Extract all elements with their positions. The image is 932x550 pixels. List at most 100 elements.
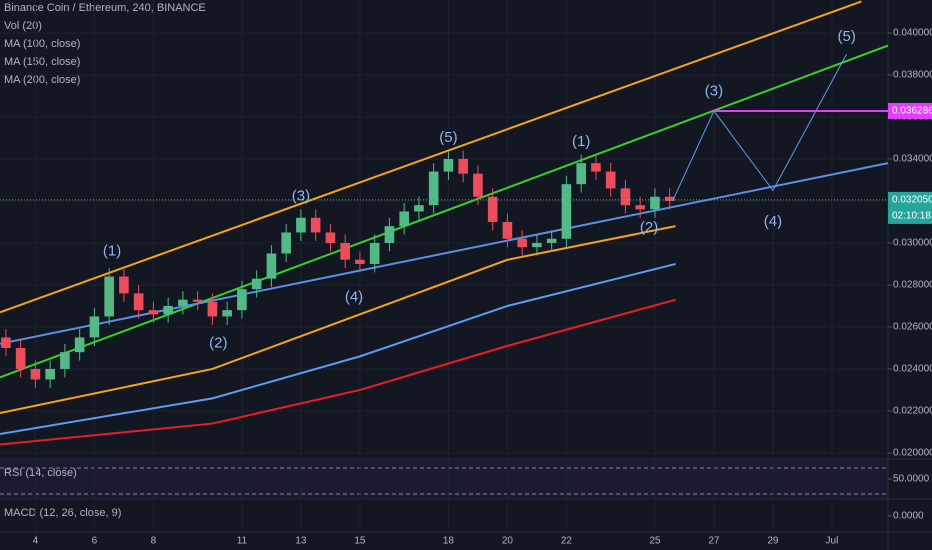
x-tick-label: 20 xyxy=(502,536,514,547)
candle-body xyxy=(650,196,660,210)
candle-body xyxy=(605,171,616,189)
moving-average xyxy=(0,298,676,446)
y-tick-label: 0.038000 xyxy=(893,70,932,81)
wave-label: (1) xyxy=(103,242,121,259)
candle-body xyxy=(89,316,100,338)
price-level-box xyxy=(888,102,932,119)
indicator-label: MA (200, close) xyxy=(4,74,80,86)
wave-projection xyxy=(672,53,848,202)
candle-body xyxy=(340,242,350,260)
candle-body xyxy=(266,253,277,279)
candle-body xyxy=(296,217,306,233)
candle-body xyxy=(369,242,380,264)
candle-body xyxy=(664,196,675,201)
x-tick-label: Jul xyxy=(826,536,839,547)
y-tick-label: 0.040000 xyxy=(893,28,932,39)
candle-body xyxy=(74,337,85,353)
x-tick-label: 6 xyxy=(92,536,98,547)
candle-body xyxy=(15,347,26,369)
moving-average xyxy=(0,225,676,415)
candle-body xyxy=(443,158,454,172)
candle-body xyxy=(222,310,232,317)
candle-body xyxy=(325,232,336,243)
candle-body xyxy=(237,289,247,311)
candle-body xyxy=(45,368,55,380)
rsi-title: RSI (14, close) xyxy=(4,467,77,479)
x-tick-label: 18 xyxy=(443,536,455,547)
rsi-pane xyxy=(0,460,888,498)
indicator-label: MA (150, close) xyxy=(4,56,80,68)
candle-body xyxy=(635,205,645,210)
x-tick-label: 4 xyxy=(33,536,39,547)
y-tick-label: 0.030000 xyxy=(893,238,932,249)
y-tick-label: 0.034000 xyxy=(893,154,932,165)
candle-body xyxy=(133,293,144,311)
y-tick-label: 0.026000 xyxy=(893,322,932,333)
wave-label: (3) xyxy=(705,83,723,100)
candle-body xyxy=(591,163,601,172)
candle-body xyxy=(546,238,557,243)
candle-body xyxy=(207,301,218,317)
candle-body xyxy=(384,226,395,243)
candle-body xyxy=(620,188,631,206)
wave-label: (1) xyxy=(572,133,590,150)
y-tick-label: 0.024000 xyxy=(893,364,932,375)
chart-title: Binance Coin / Ethereum, 240, BINANCE xyxy=(4,2,206,14)
candle-body xyxy=(517,238,527,248)
x-tick-label: 8 xyxy=(151,536,157,547)
y-tick-label: 50.0000 xyxy=(893,474,930,485)
candle-body xyxy=(487,196,498,222)
candle-body xyxy=(251,278,262,290)
candle-body xyxy=(473,173,483,197)
macd-title: MACD (12, 26, close, 9) xyxy=(4,507,121,519)
wave-label: (5) xyxy=(439,129,457,146)
trendline xyxy=(0,44,889,379)
candle-body xyxy=(60,352,70,369)
y-tick-label: 0.022000 xyxy=(893,406,932,417)
x-tick-label: 29 xyxy=(767,536,779,547)
candle-body xyxy=(192,299,203,302)
candle-body xyxy=(576,163,586,185)
x-tick-label: 27 xyxy=(708,536,720,547)
candle-body xyxy=(399,211,409,227)
candle-body xyxy=(561,184,572,239)
wave-label: (4) xyxy=(764,213,782,230)
x-tick-label: 25 xyxy=(649,536,661,547)
candle-body xyxy=(178,299,188,306)
candle-body xyxy=(281,232,291,254)
y-tick-label: 0.0000 xyxy=(893,511,924,522)
wave-label: (5) xyxy=(838,28,856,45)
y-tick-label: 0.020000 xyxy=(893,448,932,459)
candle-body xyxy=(104,276,114,317)
candle-body xyxy=(119,276,129,294)
candle-body xyxy=(163,305,173,315)
x-tick-label: 15 xyxy=(354,536,366,547)
x-tick-label: 13 xyxy=(295,536,307,547)
moving-average xyxy=(0,262,676,436)
x-tick-label: 22 xyxy=(561,536,573,547)
wave-label: (4) xyxy=(345,289,363,306)
candle-body xyxy=(1,337,11,348)
wave-label: (2) xyxy=(209,335,227,352)
wave-label: (3) xyxy=(292,188,310,205)
last-price-box xyxy=(888,191,932,224)
candle-body xyxy=(428,171,439,206)
countdown-label: 02:10:18 xyxy=(892,211,931,222)
y-tick-label: 0.028000 xyxy=(893,280,932,291)
candle-body xyxy=(310,217,321,233)
trendline xyxy=(0,0,862,314)
indicator-label: MA (100, close) xyxy=(4,38,80,50)
last-price-label: 0.032050 xyxy=(892,195,932,206)
candle-body xyxy=(30,368,41,380)
candle-body xyxy=(502,221,513,239)
candle-body xyxy=(355,259,365,264)
candle-body xyxy=(414,205,424,212)
x-tick-label: 11 xyxy=(237,536,248,547)
wave-label: (2) xyxy=(640,219,658,236)
candle-body xyxy=(532,242,542,248)
candle-body xyxy=(458,158,468,174)
indicator-label: Vol (20) xyxy=(4,20,42,32)
candle-body xyxy=(148,310,159,315)
trendline xyxy=(0,162,889,345)
